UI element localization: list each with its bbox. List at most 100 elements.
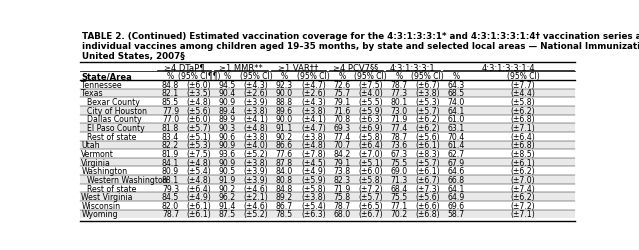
Text: %: % [281, 72, 288, 81]
Text: Utah: Utah [81, 141, 100, 150]
Text: %: % [224, 72, 231, 81]
Text: 84.2: 84.2 [334, 149, 351, 158]
Text: (±4.6): (±4.6) [243, 201, 268, 210]
Text: (±4.1): (±4.1) [243, 115, 268, 124]
Text: 58.7: 58.7 [448, 210, 465, 218]
Bar [80, 192, 575, 201]
Text: (±7.2): (±7.2) [511, 201, 535, 210]
Text: (±6.3): (±6.3) [358, 115, 383, 124]
Text: (±6.8): (±6.8) [415, 210, 440, 218]
Text: (±4.5): (±4.5) [301, 158, 326, 167]
Bar [80, 141, 575, 150]
Text: (±6.1): (±6.1) [187, 201, 212, 210]
Text: (±7.1): (±7.1) [511, 124, 535, 132]
Text: 64.9: 64.9 [448, 192, 465, 201]
Text: ≥1 MMR**: ≥1 MMR** [219, 63, 263, 72]
Text: 81.9: 81.9 [162, 149, 179, 158]
Text: 90.0: 90.0 [276, 115, 293, 124]
Text: 69.6: 69.6 [448, 201, 465, 210]
Text: Rest of state: Rest of state [87, 184, 136, 193]
Text: 73.0: 73.0 [390, 106, 408, 115]
Text: West Virginia: West Virginia [81, 192, 133, 201]
Text: Western Washington: Western Washington [87, 175, 167, 184]
Text: (±6.1): (±6.1) [415, 166, 440, 175]
Text: 73.8: 73.8 [334, 166, 351, 175]
Text: (±6.2): (±6.2) [415, 124, 440, 132]
Text: (±5.1): (±5.1) [358, 158, 383, 167]
Text: 79.3: 79.3 [162, 184, 179, 193]
Text: (±5.7): (±5.7) [187, 124, 212, 132]
Text: (±7.2): (±7.2) [358, 184, 383, 193]
Text: (±6.0): (±6.0) [358, 166, 383, 175]
Text: 77.4: 77.4 [390, 124, 408, 132]
Text: Vermont: Vermont [81, 149, 114, 158]
Text: 78.7: 78.7 [390, 132, 408, 141]
Text: Virginia: Virginia [81, 158, 111, 167]
Text: (±6.7): (±6.7) [415, 80, 440, 90]
Text: individual vaccines among children aged 19–35 months, by state and selected loca: individual vaccines among children aged … [82, 42, 639, 50]
Text: 78.7: 78.7 [162, 210, 179, 218]
Text: (±6.1): (±6.1) [511, 158, 535, 167]
Text: 91.9: 91.9 [219, 175, 236, 184]
Text: 91.4: 91.4 [219, 201, 236, 210]
Text: (±3.8): (±3.8) [301, 192, 326, 201]
Text: 96.2: 96.2 [219, 192, 236, 201]
Text: (±5.7): (±5.7) [358, 192, 383, 201]
Text: Washington: Washington [81, 166, 128, 175]
Text: TABLE 2. (Continued) Estimated vaccination coverage for the 4:3:1:3:3:1* and 4:3: TABLE 2. (Continued) Estimated vaccinati… [82, 32, 639, 40]
Text: 90.2: 90.2 [219, 184, 236, 193]
Bar [80, 106, 575, 115]
Text: (±3.8): (±3.8) [301, 106, 326, 115]
Text: 70.2: 70.2 [390, 210, 408, 218]
Text: 78.7: 78.7 [390, 80, 408, 90]
Text: 67.9: 67.9 [448, 158, 465, 167]
Text: 61.0: 61.0 [448, 115, 465, 124]
Text: ≥4 DTaP¶: ≥4 DTaP¶ [164, 63, 204, 72]
Text: (±2.6): (±2.6) [301, 89, 326, 98]
Text: (±7.8): (±7.8) [301, 149, 326, 158]
Text: 92.3: 92.3 [276, 80, 293, 90]
Text: (±3.9): (±3.9) [243, 166, 268, 175]
Text: (±5.8): (±5.8) [301, 184, 326, 193]
Text: 62.7: 62.7 [448, 149, 465, 158]
Text: (±8.3): (±8.3) [415, 149, 440, 158]
Text: 83.4: 83.4 [162, 132, 179, 141]
Text: 61.4: 61.4 [447, 141, 465, 150]
Text: 75.5: 75.5 [390, 158, 408, 167]
Text: (±5.8): (±5.8) [358, 175, 383, 184]
Text: 77.3: 77.3 [390, 89, 408, 98]
Text: (±3.8): (±3.8) [243, 106, 268, 115]
Text: 71.3: 71.3 [390, 175, 408, 184]
Text: 88.1: 88.1 [162, 175, 179, 184]
Text: 93.6: 93.6 [219, 149, 236, 158]
Text: (±4.3): (±4.3) [243, 80, 268, 90]
Text: (95% CI¶¶): (95% CI¶¶) [178, 72, 220, 81]
Bar [80, 89, 575, 98]
Text: 90.9: 90.9 [219, 158, 236, 167]
Text: (±4.6): (±4.6) [243, 184, 268, 193]
Text: 89.9: 89.9 [219, 115, 236, 124]
Text: %: % [396, 72, 403, 81]
Text: (95% CI): (95% CI) [507, 72, 539, 81]
Text: 4:3:1:3:3:1:4: 4:3:1:3:3:1:4 [481, 63, 535, 72]
Text: (±6.8): (±6.8) [511, 115, 535, 124]
Bar [80, 175, 575, 184]
Text: (±6.4): (±6.4) [358, 141, 383, 150]
Text: United States, 2007§: United States, 2007§ [82, 52, 185, 60]
Text: 71.9: 71.9 [390, 115, 408, 124]
Text: ≥1 VAR††: ≥1 VAR†† [279, 63, 319, 72]
Text: 68.4: 68.4 [390, 184, 408, 193]
Text: (±5.7): (±5.7) [415, 106, 440, 115]
Text: El Paso County: El Paso County [87, 124, 144, 132]
Text: (±6.6): (±6.6) [415, 201, 440, 210]
Text: (±6.4): (±6.4) [187, 184, 212, 193]
Text: 77.9: 77.9 [162, 106, 179, 115]
Text: 66.8: 66.8 [448, 175, 465, 184]
Text: State/Area: State/Area [81, 72, 132, 81]
Text: (±4.7): (±4.7) [301, 80, 326, 90]
Text: 84.8: 84.8 [162, 80, 179, 90]
Text: (±6.7): (±6.7) [358, 210, 383, 218]
Text: 87.5: 87.5 [219, 210, 236, 218]
Text: (±5.8): (±5.8) [358, 132, 383, 141]
Text: (±5.8): (±5.8) [511, 98, 535, 107]
